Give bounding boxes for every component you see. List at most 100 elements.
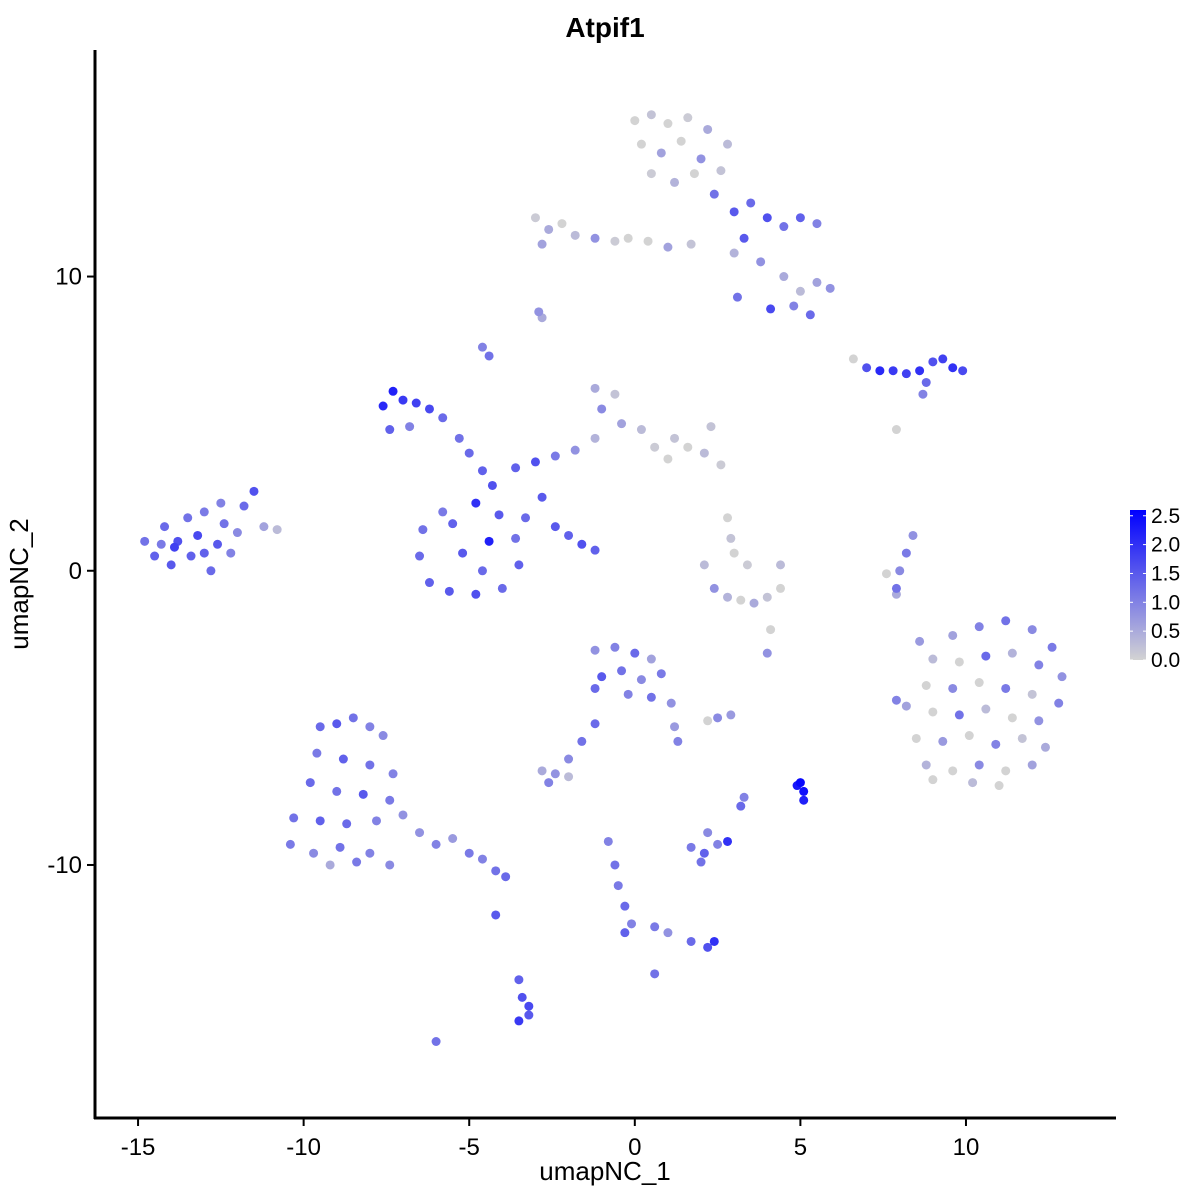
data-point	[537, 766, 547, 776]
x-axis-label: umapNC_1	[539, 1156, 671, 1186]
data-point	[663, 242, 673, 252]
data-point	[749, 598, 759, 608]
data-point	[610, 642, 620, 652]
data-point	[183, 513, 193, 523]
data-point	[464, 848, 474, 858]
data-point	[713, 713, 723, 723]
data-point	[160, 522, 170, 532]
data-point	[696, 857, 706, 867]
data-point	[776, 560, 786, 570]
data-point	[696, 154, 706, 164]
colorbar-ticks: 0.0 0.5 1.0 1.5 2.0 2.5	[1130, 505, 1180, 672]
data-point	[590, 433, 600, 443]
data-point	[156, 539, 166, 549]
data-point	[703, 716, 713, 726]
data-point	[703, 124, 713, 134]
data-point	[365, 760, 375, 770]
data-point	[1047, 642, 1057, 652]
data-point	[477, 466, 487, 476]
data-point	[683, 113, 693, 123]
data-point	[597, 672, 607, 682]
data-point	[570, 230, 580, 240]
data-point	[537, 492, 547, 502]
data-point	[650, 922, 660, 932]
data-point	[550, 769, 560, 779]
data-point	[169, 542, 179, 552]
data-point	[249, 486, 259, 496]
data-point	[643, 236, 653, 246]
data-point	[577, 736, 587, 746]
data-point	[646, 169, 656, 179]
data-point	[239, 501, 249, 511]
data-point	[232, 528, 242, 538]
data-point	[564, 772, 574, 782]
data-point	[590, 645, 600, 655]
data-point	[424, 404, 434, 414]
data-point	[623, 689, 633, 699]
data-point	[259, 522, 269, 532]
data-point	[994, 781, 1004, 791]
data-point	[514, 560, 524, 570]
data-point	[630, 116, 640, 126]
data-point	[954, 710, 964, 720]
data-point	[891, 583, 901, 593]
data-point	[928, 707, 938, 717]
x-tick-label: -5	[459, 1134, 480, 1161]
data-point	[471, 498, 481, 508]
data-point	[1007, 648, 1017, 658]
data-point	[762, 213, 772, 223]
data-point	[928, 357, 938, 367]
x-ticks: -15 -10 -5 0 5 10	[121, 1118, 979, 1161]
data-point	[487, 480, 497, 490]
data-point	[875, 366, 885, 376]
data-point	[477, 854, 487, 864]
data-point	[517, 992, 527, 1002]
data-point	[405, 422, 415, 432]
data-point	[723, 139, 733, 149]
data-point	[729, 548, 739, 558]
data-point	[686, 842, 696, 852]
data-point	[795, 213, 805, 223]
data-point	[716, 166, 726, 176]
data-point	[650, 442, 660, 452]
data-point	[348, 713, 358, 723]
data-point	[736, 595, 746, 605]
data-point	[646, 110, 656, 120]
y-ticks: -10 0 10	[47, 264, 95, 879]
data-point	[686, 936, 696, 946]
colorbar-tick-label: 2.5	[1151, 505, 1180, 528]
data-point	[140, 536, 150, 546]
data-point	[610, 860, 620, 870]
data-point	[921, 760, 931, 770]
data-point	[524, 1010, 534, 1020]
data-point	[530, 213, 540, 223]
data-point	[928, 654, 938, 664]
y-tick-label: 0	[69, 558, 82, 585]
y-axis-label: umapNC_2	[4, 518, 34, 650]
data-point	[285, 839, 295, 849]
data-point	[617, 666, 627, 676]
data-point	[670, 722, 680, 732]
data-point	[915, 636, 925, 646]
data-point	[590, 233, 600, 243]
data-point	[613, 881, 623, 891]
data-point	[795, 778, 805, 788]
data-point	[544, 224, 554, 234]
data-point	[448, 519, 458, 529]
data-point	[491, 910, 501, 920]
data-point	[670, 433, 680, 443]
data-point	[974, 622, 984, 632]
data-point	[663, 454, 673, 464]
data-point	[742, 560, 752, 570]
data-point	[666, 698, 676, 708]
data-point	[511, 463, 521, 473]
data-point	[335, 842, 345, 852]
data-point	[484, 351, 494, 361]
data-point	[415, 551, 425, 561]
data-point	[309, 848, 319, 858]
x-tick-label: -10	[286, 1134, 321, 1161]
data-point	[918, 389, 928, 399]
data-point	[388, 386, 398, 396]
data-point	[726, 533, 736, 543]
data-point	[968, 778, 978, 788]
